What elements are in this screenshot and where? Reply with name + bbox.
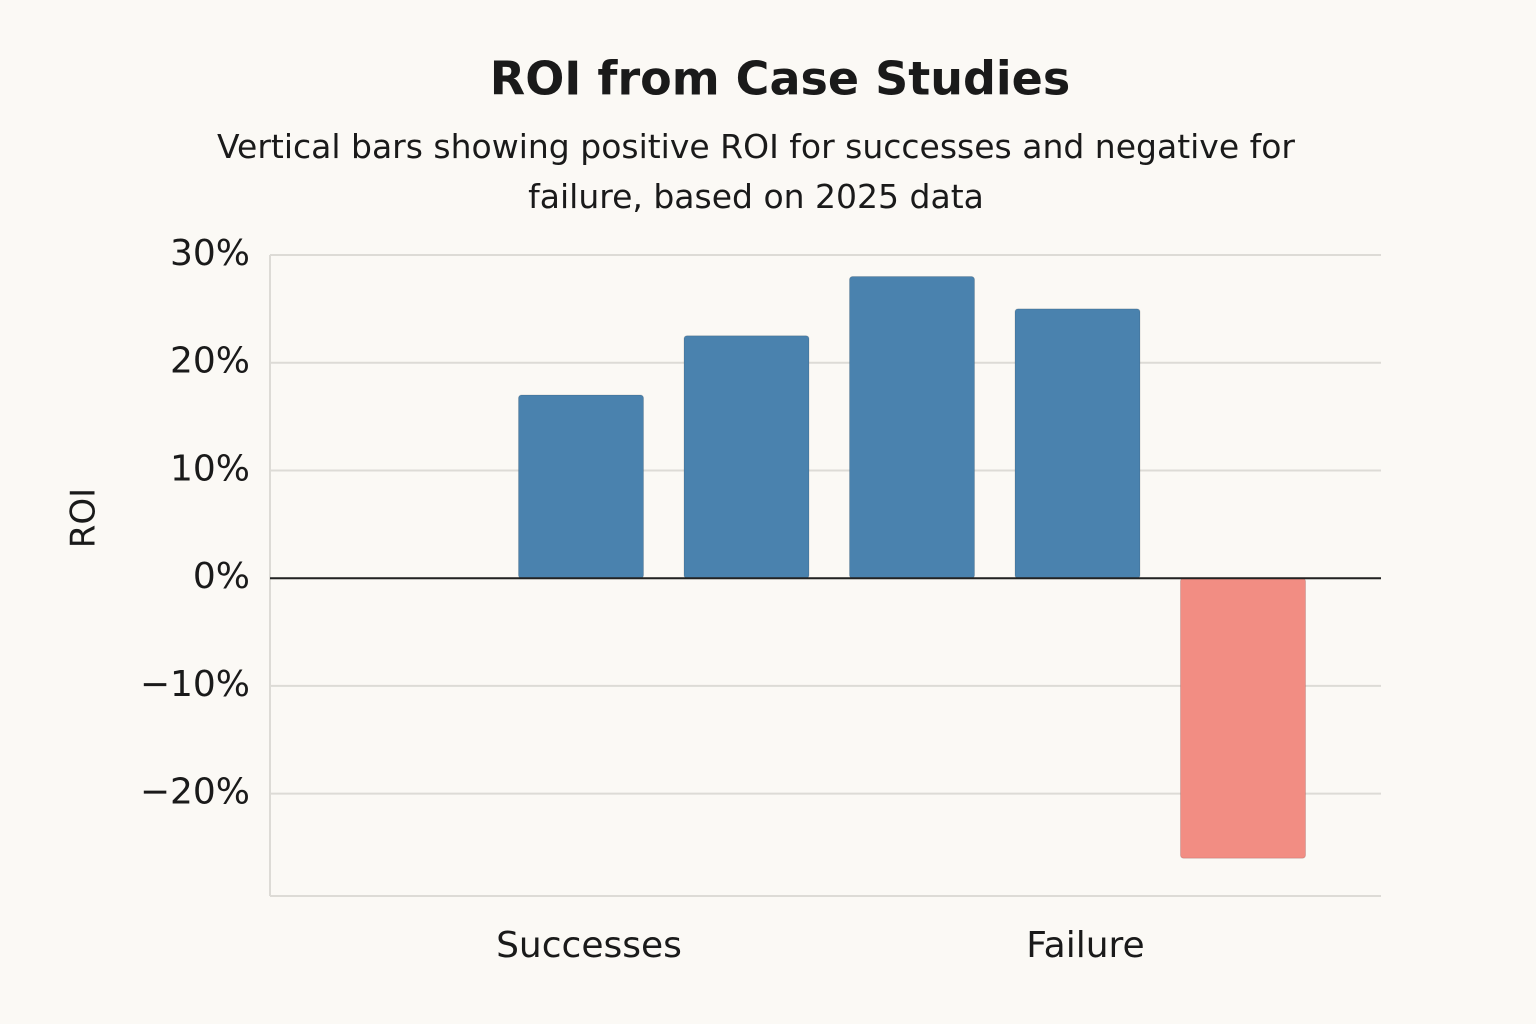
chart-title: ROI from Case Studies (490, 52, 1070, 106)
y-tick-label: −10% (140, 664, 250, 705)
bar (518, 394, 644, 579)
bar (683, 335, 810, 579)
y-tick-label: −20% (140, 772, 250, 813)
bar (849, 276, 975, 579)
y-tick-label: 20% (170, 341, 250, 382)
chart-subtitle: Vertical bars showing positive ROI for s… (217, 127, 1295, 216)
bar (1180, 577, 1306, 859)
bar (1014, 308, 1141, 579)
y-axis-label: ROI (64, 488, 104, 548)
x-tick-label: Successes (496, 925, 682, 966)
y-tick-label: 0% (193, 556, 250, 597)
y-tick-label: 30% (170, 233, 250, 274)
x-tick-label: Failure (1026, 925, 1144, 966)
y-tick-label: 10% (170, 448, 250, 489)
